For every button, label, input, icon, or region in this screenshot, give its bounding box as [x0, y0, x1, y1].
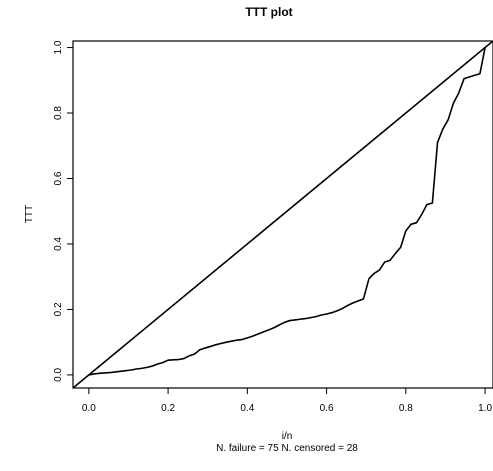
subtitle: N. failure = 75 N. censored = 28 — [216, 443, 358, 454]
x-tick-label: 0.2 — [161, 403, 175, 414]
y-axis: 0.0 0.2 0.4 0.6 0.8 1.0 — [53, 40, 73, 382]
ttt-curve-line — [88, 47, 486, 376]
y-tick-label: 0.2 — [53, 302, 64, 316]
chart-title: TTT plot — [245, 5, 292, 19]
x-tick-label: 0.8 — [399, 403, 413, 414]
reference-diagonal-line — [72, 40, 493, 389]
x-tick-label: 0.6 — [320, 403, 334, 414]
plot-area-frame — [72, 40, 493, 389]
y-tick-label: 0.8 — [53, 106, 64, 120]
x-tick-label: 1.0 — [478, 403, 492, 414]
x-tick-label: 0.0 — [82, 403, 96, 414]
y-tick-label: 0.0 — [53, 368, 64, 382]
series-layer — [72, 40, 493, 389]
y-tick-label: 0.6 — [53, 171, 64, 185]
x-axis: 0.0 0.2 0.4 0.6 0.8 1.0 — [82, 388, 492, 414]
y-axis-label: TTT — [24, 205, 35, 223]
x-tick-label: 0.4 — [240, 403, 254, 414]
x-axis-label: i/n — [282, 431, 293, 442]
y-tick-label: 1.0 — [53, 40, 64, 54]
y-tick-label: 0.4 — [53, 237, 64, 251]
